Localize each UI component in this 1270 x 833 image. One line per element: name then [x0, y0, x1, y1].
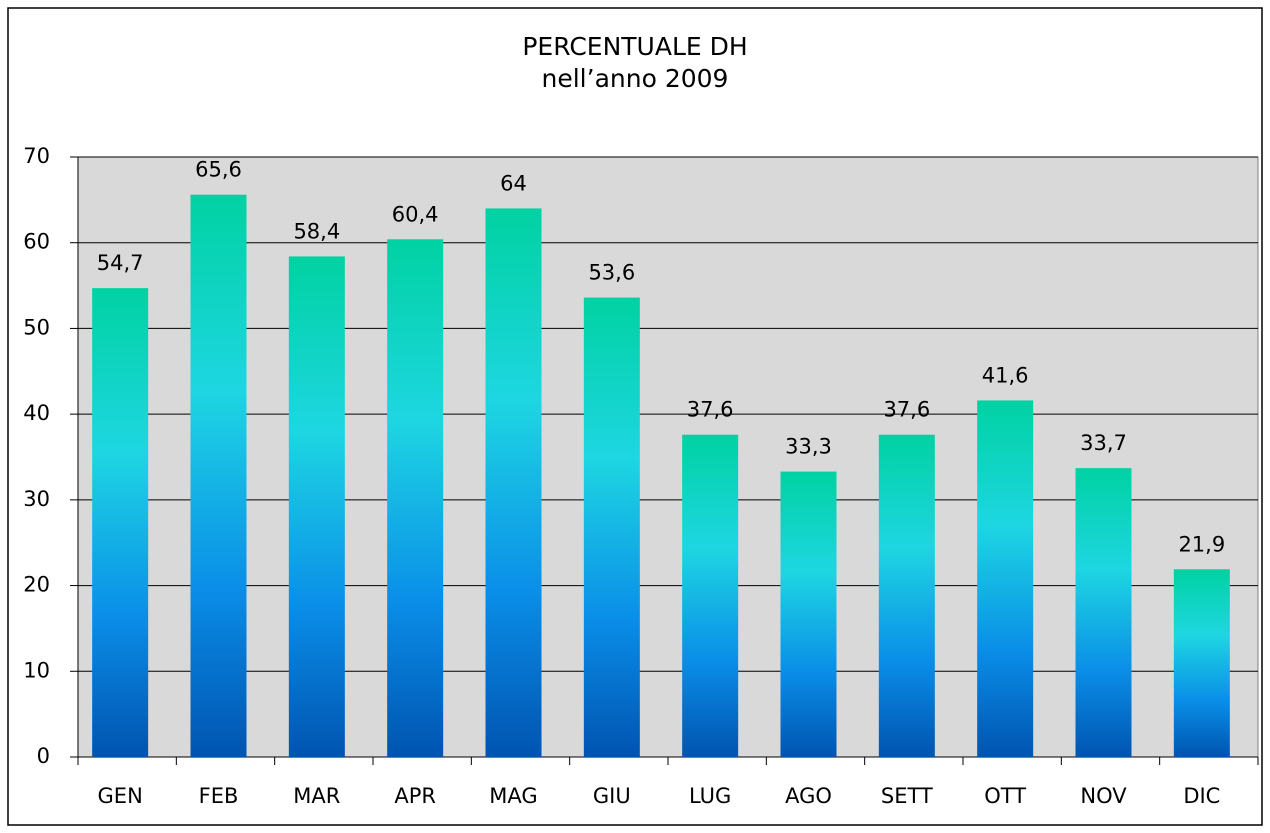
bar — [92, 288, 149, 757]
value-label: 33,7 — [1080, 431, 1127, 455]
x-tick-label: GEN — [98, 784, 143, 808]
y-tick-label: 70 — [23, 144, 50, 168]
x-tick-label: MAG — [489, 784, 537, 808]
value-label: 58,4 — [293, 219, 340, 243]
x-tick-label: APR — [394, 784, 436, 808]
value-label: 33,3 — [785, 435, 832, 459]
x-tick-label: AGO — [785, 784, 832, 808]
chart-title: PERCENTUALE DH — [522, 32, 747, 61]
y-tick-label: 40 — [23, 401, 50, 425]
y-tick-label: 10 — [23, 658, 50, 682]
x-tick-label: FEB — [199, 784, 239, 808]
plot-area — [77, 156, 1259, 758]
chart-subtitle: nell’anno 2009 — [542, 64, 729, 93]
bar — [485, 208, 542, 757]
bar — [387, 239, 444, 758]
value-label: 41,6 — [982, 363, 1029, 387]
y-tick-label: 20 — [23, 573, 50, 597]
y-tick-label: 0 — [37, 744, 50, 768]
x-tick-label: SETT — [881, 784, 933, 808]
x-tick-label: LUG — [689, 784, 731, 808]
value-label: 60,4 — [392, 202, 439, 226]
x-tick-label: GIU — [593, 784, 631, 808]
bar — [780, 471, 837, 757]
y-tick-label: 30 — [23, 487, 50, 511]
bar — [682, 434, 739, 757]
y-tick-label: 50 — [23, 315, 50, 339]
bar — [583, 297, 640, 757]
value-label: 37,6 — [883, 398, 930, 422]
bar — [190, 194, 247, 757]
bar — [288, 256, 345, 757]
bar — [977, 400, 1034, 757]
x-tick-label: MAR — [293, 784, 340, 808]
value-label: 64 — [500, 171, 527, 195]
bar — [1075, 468, 1132, 757]
value-label: 21,9 — [1178, 532, 1225, 556]
value-label: 53,6 — [588, 261, 635, 285]
bar — [1173, 569, 1230, 757]
x-tick-label: NOV — [1080, 784, 1127, 808]
value-label: 65,6 — [195, 158, 242, 182]
y-tick-label: 60 — [23, 230, 50, 254]
value-label: 54,7 — [97, 251, 144, 275]
x-tick-label: DIC — [1183, 784, 1220, 808]
bar — [878, 434, 935, 757]
value-label: 37,6 — [687, 398, 734, 422]
x-tick-label: OTT — [984, 784, 1026, 808]
